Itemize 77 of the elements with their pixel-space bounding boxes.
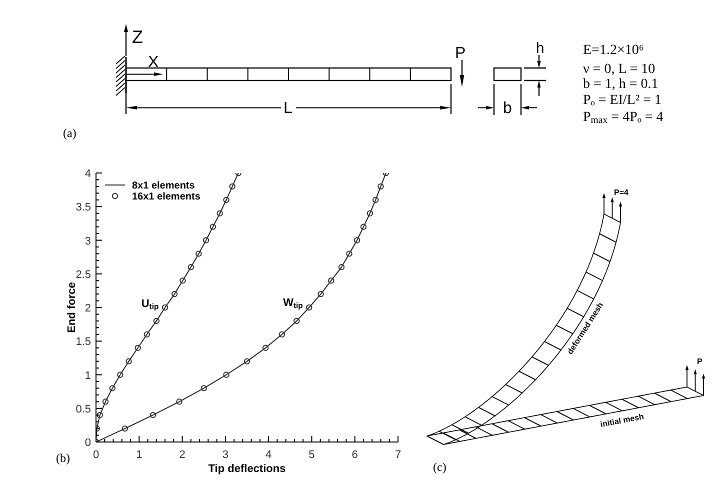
x-tick-label: 2 — [179, 449, 186, 461]
point — [176, 398, 182, 405]
text: (a) — [63, 126, 76, 140]
point — [328, 278, 334, 284]
y-axis-title: End force — [66, 282, 78, 333]
point — [126, 358, 132, 364]
point — [223, 196, 230, 203]
annotation: U$_{tip}$ — [141, 298, 159, 311]
x-tick-label: 4 — [266, 449, 272, 461]
point — [171, 290, 178, 298]
point — [153, 318, 160, 324]
point — [278, 331, 286, 338]
y-tick-label: 3 — [84, 235, 91, 248]
point — [223, 372, 230, 378]
x-axis-title: Tip deflections — [208, 463, 286, 475]
x-tick-label: 5 — [308, 449, 315, 461]
y-tick-label: 0.5 — [76, 403, 91, 416]
text: P=4 — [614, 188, 630, 197]
point — [354, 237, 360, 244]
point — [180, 278, 186, 284]
text: Z — [132, 27, 143, 47]
point — [102, 398, 109, 405]
point — [202, 237, 210, 244]
point — [262, 344, 269, 351]
text: b — [503, 100, 512, 117]
text: E=1.2×10⁶ — [583, 43, 644, 58]
text: b = 1, h = 0.1 — [583, 77, 658, 92]
text: initial mesh — [600, 412, 645, 430]
point — [200, 385, 207, 392]
point — [366, 210, 374, 216]
text: P$_{max}$ = 4Pₒ = 4 — [583, 110, 664, 126]
text: P — [697, 357, 703, 366]
point — [318, 290, 324, 298]
point — [346, 250, 352, 257]
y-tick-label: 3.5 — [76, 202, 91, 214]
point — [117, 372, 124, 378]
x-tick-label: 1 — [136, 449, 142, 461]
text: Pₒ = EI/L² = 1 — [583, 93, 662, 108]
y-tick-label: 2 — [84, 302, 91, 314]
point — [188, 264, 194, 270]
point — [122, 425, 128, 432]
y-tick-label: 1 — [84, 370, 91, 382]
point — [144, 331, 150, 338]
legend-label: 8x1 elements — [132, 180, 196, 192]
y-tick-label: 0 — [84, 437, 91, 449]
point — [162, 304, 168, 311]
text: P — [455, 45, 466, 62]
point — [306, 304, 312, 311]
point — [244, 358, 250, 364]
text: (c) — [433, 460, 446, 474]
point — [229, 183, 236, 190]
point — [196, 250, 202, 257]
y-tick-label: 1.5 — [76, 336, 91, 348]
point — [134, 344, 141, 351]
point — [372, 196, 379, 203]
text: h — [536, 40, 544, 57]
legend-label: 16x1 elements — [132, 192, 201, 202]
point — [216, 210, 223, 216]
point — [109, 385, 116, 392]
x-tick-label: 6 — [352, 449, 358, 461]
text: (b) — [56, 451, 70, 465]
text: ν = 0, L = 10 — [583, 62, 656, 77]
point — [338, 264, 345, 270]
x-tick-label: 0 — [92, 449, 100, 461]
y-tick-label: 4 — [84, 168, 91, 180]
point — [96, 412, 103, 418]
point — [360, 224, 367, 230]
annotation: W$_{tip}$ — [283, 297, 304, 310]
x-tick-label: 3 — [222, 449, 228, 461]
point — [378, 183, 384, 190]
text: L — [284, 100, 293, 117]
text: X — [148, 54, 159, 71]
point — [210, 224, 216, 230]
y-tick-label: 2.5 — [76, 268, 91, 281]
point — [294, 318, 300, 324]
x-tick-label: 7 — [394, 449, 402, 461]
point — [150, 412, 156, 418]
